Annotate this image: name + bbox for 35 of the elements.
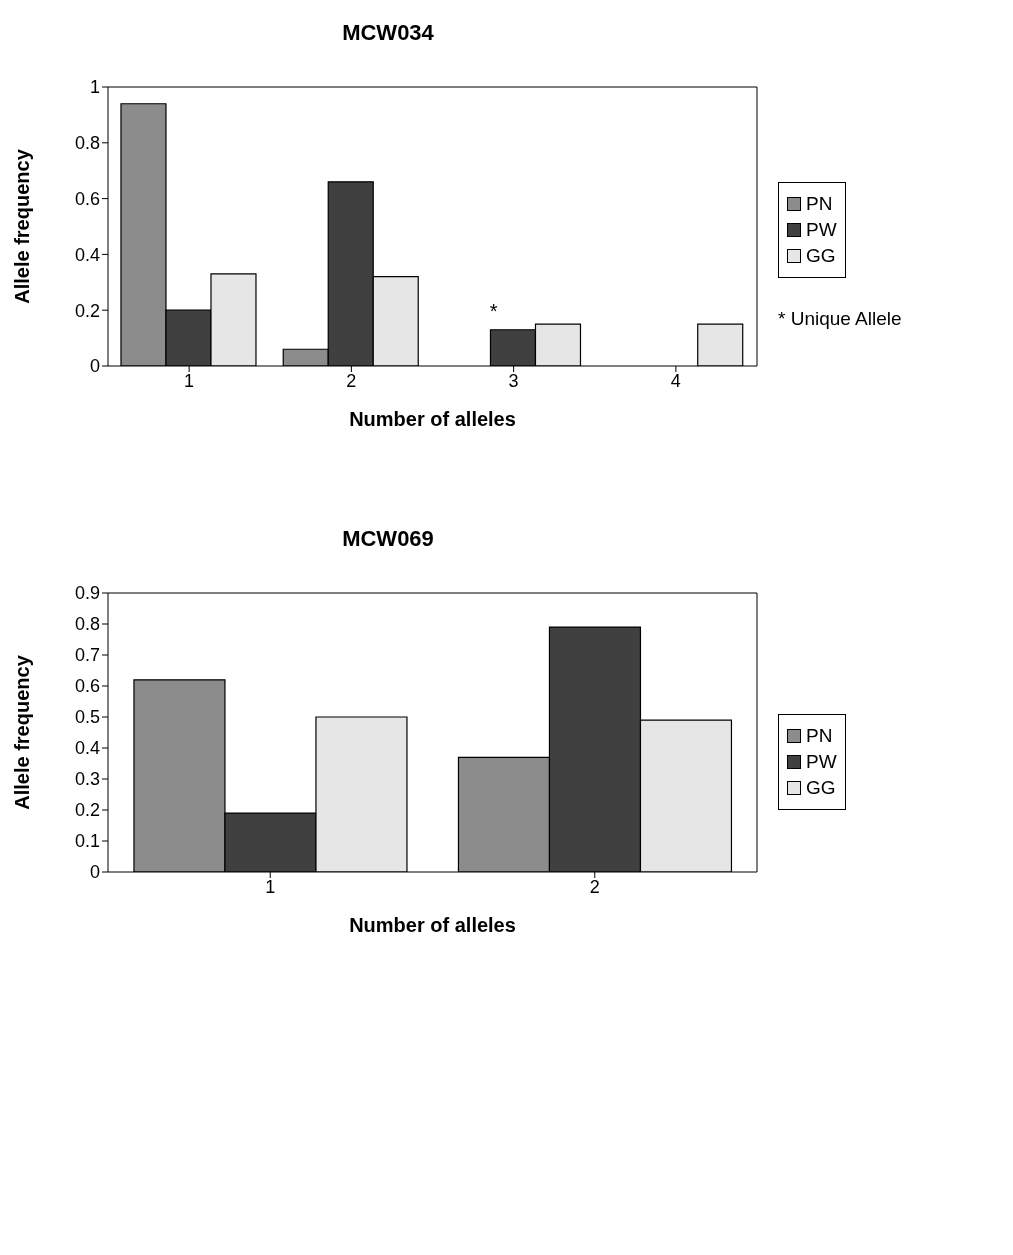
y-tick-label: 0 — [89, 862, 100, 883]
legend-label: PN — [806, 193, 833, 215]
legend-label: PW — [806, 219, 837, 241]
y-tick-label: 0.3 — [74, 769, 100, 790]
x-tick-label: 2 — [346, 370, 357, 391]
y-tick-label: 0.6 — [74, 188, 100, 209]
legend-label: PW — [806, 751, 837, 773]
x-tick-label: 4 — [670, 370, 681, 391]
x-tick-label: 2 — [589, 876, 600, 897]
y-tick-label: 0.4 — [74, 244, 100, 265]
y-tick-label: 0.2 — [74, 800, 100, 821]
y-tick-label: 0.7 — [74, 645, 100, 666]
y-tick-label: 0.8 — [74, 133, 100, 154]
legend-label: GG — [806, 245, 836, 267]
x-tick-label: 1 — [184, 370, 195, 391]
y-axis-title: Allele frequency — [11, 654, 34, 810]
y-tick-label: 0.4 — [74, 738, 100, 759]
x-axis-title: Number of alleles — [349, 408, 516, 430]
chart-title: MCW034 — [341, 20, 435, 46]
y-tick-label: 0.8 — [74, 614, 100, 635]
y-tick-label: 0.2 — [74, 300, 100, 321]
y-tick-label: 0.6 — [74, 676, 100, 697]
y-axis-title: Allele frequency — [11, 148, 34, 304]
legend-label: PN — [806, 725, 833, 747]
legend-label: GG — [806, 777, 836, 799]
chart-title: MCW069 — [341, 526, 435, 552]
text: * Unique Allele — [778, 308, 902, 330]
x-axis-title: Number of alleles — [349, 914, 516, 936]
annotation: * — [489, 299, 498, 322]
y-tick-label: 0.9 — [74, 583, 100, 604]
y-tick-label: 0 — [89, 356, 100, 377]
x-tick-label: 3 — [508, 370, 519, 391]
y-tick-label: 0.1 — [74, 831, 100, 852]
y-tick-label: 0.5 — [74, 707, 100, 728]
y-tick-label: 1 — [89, 77, 100, 98]
